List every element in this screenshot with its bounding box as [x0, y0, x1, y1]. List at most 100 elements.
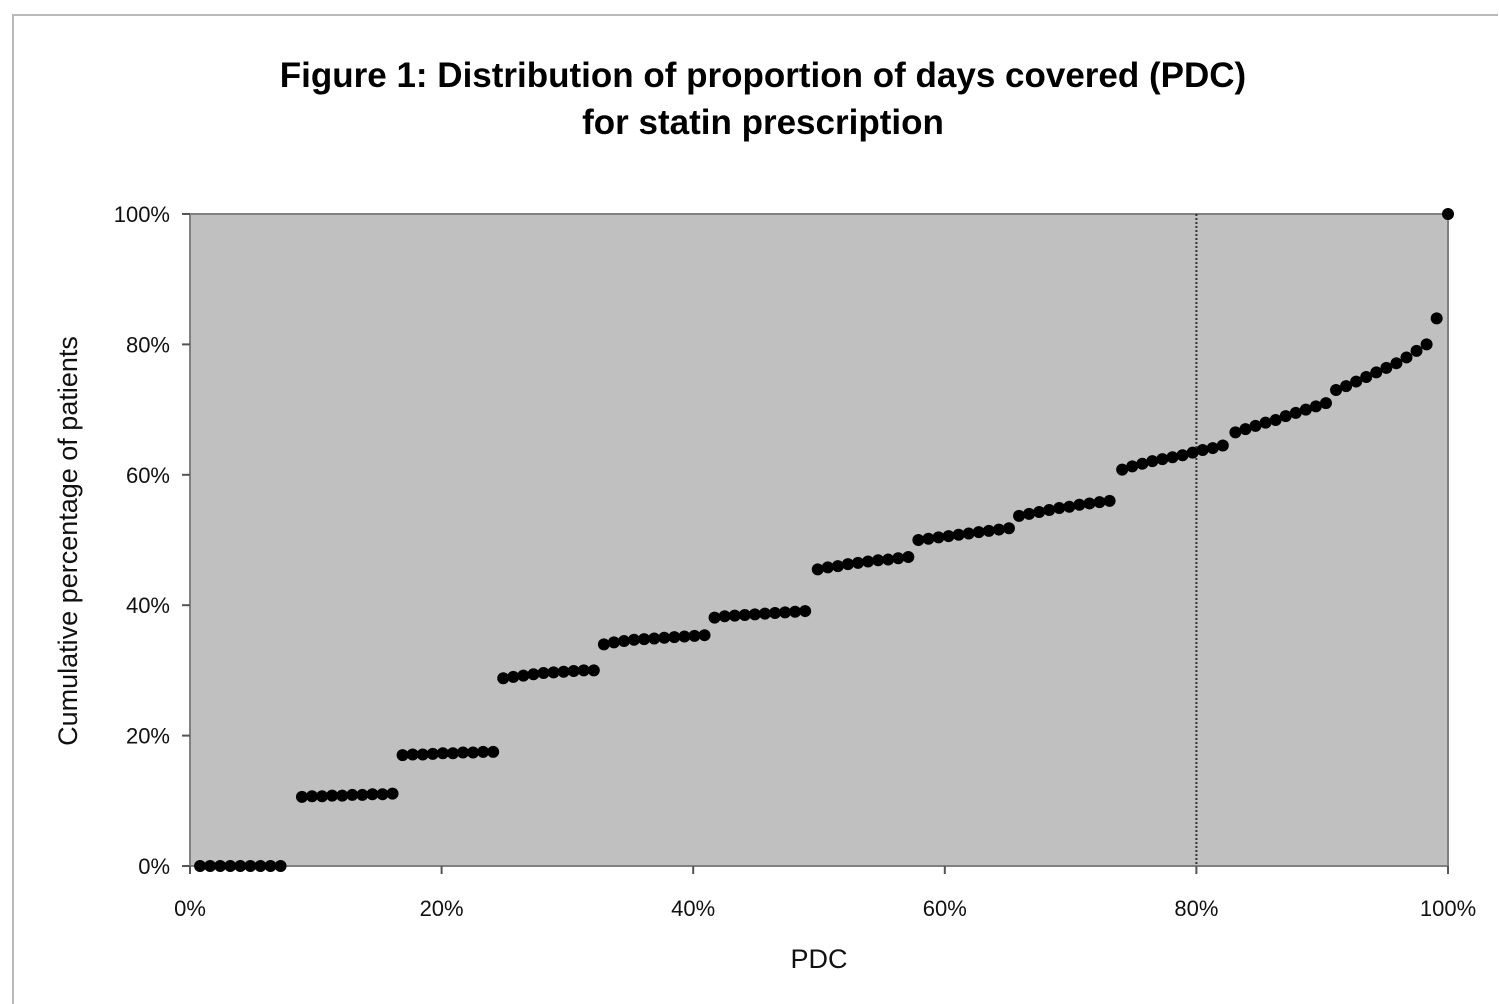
x-axis-label: PDC	[790, 944, 847, 974]
data-point	[618, 635, 631, 648]
data-point	[1206, 442, 1219, 455]
data-point	[738, 608, 751, 621]
data-point	[1289, 406, 1302, 419]
data-point	[1156, 453, 1169, 466]
data-point	[1176, 449, 1189, 462]
data-point	[758, 607, 771, 620]
x-tick-label: 60%	[923, 896, 967, 921]
data-point	[517, 669, 530, 682]
data-point	[851, 556, 864, 569]
data-point	[1370, 366, 1383, 379]
data-point	[718, 610, 731, 623]
data-point	[356, 788, 369, 801]
data-point	[789, 605, 802, 618]
chart-title-line-2: for statin prescription	[582, 103, 944, 142]
data-point	[1299, 403, 1312, 416]
data-point	[1216, 439, 1229, 452]
data-point	[537, 667, 550, 680]
data-point	[1023, 507, 1036, 520]
data-point	[376, 788, 389, 801]
data-point	[597, 638, 610, 651]
data-point	[1249, 419, 1262, 432]
data-point	[892, 552, 905, 565]
data-point	[1309, 400, 1322, 413]
data-point	[1136, 457, 1149, 470]
data-point	[942, 530, 955, 543]
y-tick-label: 0%	[138, 854, 170, 879]
data-point	[577, 664, 590, 677]
data-point	[467, 746, 480, 759]
data-point	[862, 555, 875, 568]
data-point	[1410, 344, 1423, 357]
data-point	[264, 860, 277, 872]
data-point	[638, 633, 651, 646]
data-point	[872, 554, 885, 567]
data-point	[779, 606, 792, 619]
y-axis-ticks: 0% 20% 40% 60% 80% 100%	[114, 202, 190, 879]
x-tick-label: 80%	[1174, 896, 1218, 921]
data-point	[487, 745, 500, 758]
data-point	[224, 860, 237, 872]
data-point	[821, 561, 834, 574]
y-axis-label: Cumulative percentage of patients	[53, 336, 83, 746]
data-point	[628, 633, 641, 646]
data-point	[658, 631, 671, 644]
data-point	[1279, 410, 1292, 423]
data-point	[1360, 371, 1373, 383]
data-point	[547, 666, 560, 679]
data-point	[768, 607, 781, 620]
x-tick-label: 0%	[174, 896, 206, 921]
data-point	[698, 629, 711, 642]
data-point	[366, 788, 379, 801]
data-point	[316, 790, 329, 803]
y-tick-label: 20%	[126, 724, 170, 749]
data-point	[1043, 504, 1056, 517]
x-tick-label: 100%	[1420, 896, 1476, 921]
chart-title-line-1: Figure 1: Distribution of proportion of …	[280, 56, 1246, 95]
data-point	[1442, 208, 1454, 220]
data-point	[992, 523, 1005, 536]
data-point	[1186, 446, 1199, 459]
data-point	[204, 860, 217, 872]
data-point	[882, 553, 895, 566]
data-point	[446, 747, 459, 760]
data-point	[1063, 500, 1076, 513]
data-point	[1146, 455, 1159, 468]
data-point	[831, 560, 844, 573]
data-point	[912, 534, 925, 546]
data-point	[1033, 505, 1046, 518]
y-tick-label: 60%	[126, 463, 170, 488]
data-point	[306, 790, 319, 803]
data-point	[1126, 460, 1139, 473]
data-point	[456, 746, 469, 759]
data-point	[932, 531, 945, 544]
data-point	[497, 672, 510, 685]
scatter-points	[194, 208, 1454, 872]
data-point	[1083, 497, 1096, 510]
data-point	[902, 550, 915, 563]
data-point	[1166, 451, 1179, 464]
y-tick-label: 100%	[114, 202, 170, 227]
data-point	[1430, 312, 1443, 325]
data-point	[1330, 384, 1343, 397]
data-point	[557, 665, 570, 678]
data-point	[386, 787, 399, 800]
data-point	[194, 860, 207, 872]
data-point	[668, 631, 681, 644]
data-point	[406, 748, 419, 761]
data-point	[708, 611, 721, 624]
data-point	[811, 563, 824, 576]
data-point	[477, 745, 490, 758]
data-point	[1073, 498, 1086, 511]
data-point	[607, 636, 620, 649]
data-point	[274, 860, 287, 872]
data-point	[1196, 444, 1209, 457]
x-axis-ticks: 0% 20% 40% 60% 80% 100%	[174, 866, 1476, 921]
data-point	[507, 670, 520, 683]
data-point	[426, 747, 439, 760]
data-point	[1350, 375, 1363, 388]
data-point	[1093, 496, 1106, 509]
data-point	[748, 608, 761, 621]
data-point	[1053, 502, 1066, 515]
